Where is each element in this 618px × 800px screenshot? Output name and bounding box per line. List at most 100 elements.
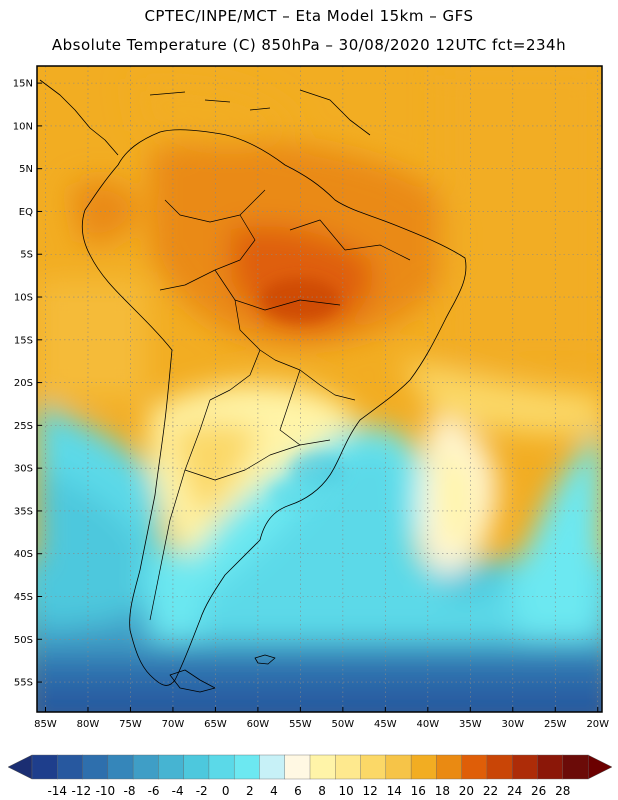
lat-label: 5S bbox=[20, 250, 33, 261]
colorbar-swatch bbox=[562, 754, 589, 780]
colorbar-swatch bbox=[461, 754, 488, 780]
lon-label: 80W bbox=[77, 719, 100, 730]
lat-label: 55S bbox=[14, 678, 33, 689]
lat-label: 10S bbox=[14, 293, 33, 304]
field-uruguay-cold bbox=[270, 479, 330, 511]
colorbar-label: 10 bbox=[338, 784, 353, 798]
lat-label: 45S bbox=[14, 592, 33, 603]
colorbar-label: 8 bbox=[318, 784, 326, 798]
colorbar-labels: -14 -12 -10 -8 -6 -4 -2 0 2 4 6 8 10 12 14 16 18 20 22 24 26… bbox=[47, 784, 570, 798]
lat-label: 15N bbox=[13, 79, 33, 90]
lon-label: 50W bbox=[332, 719, 355, 730]
lon-label: 55W bbox=[289, 719, 312, 730]
temperature-field bbox=[37, 66, 602, 712]
lon-label: 70W bbox=[162, 719, 185, 730]
colorbar-swatch bbox=[183, 754, 210, 780]
colorbar-label: 0 bbox=[222, 784, 230, 798]
south-america-coastline bbox=[81, 129, 467, 686]
lon-label: 75W bbox=[119, 719, 142, 730]
field-argentina-warm-spot bbox=[170, 422, 260, 520]
field-atlantic-warm-core bbox=[435, 440, 477, 554]
colorbar-label: -14 bbox=[47, 784, 67, 798]
map-title: CPTEC/INPE/MCT – Eta Model 15km – GFS bbox=[144, 7, 474, 25]
colorbar-label: -6 bbox=[148, 784, 160, 798]
colorbar-label: 14 bbox=[387, 784, 402, 798]
colorbar-label: -4 bbox=[172, 784, 184, 798]
colorbar-swatch bbox=[57, 754, 84, 780]
colorbar-swatch bbox=[132, 754, 159, 780]
lon-label: 65W bbox=[204, 719, 227, 730]
colorbar-swatch bbox=[233, 754, 260, 780]
latitude-axis: 15N 10N 5N EQ 5S 10S 15S 20S 25S 30S 35S 40S 45S 50S 5… bbox=[13, 79, 42, 689]
colorbar-swatches bbox=[31, 754, 589, 780]
field-pacific-cold bbox=[37, 470, 142, 630]
map-subtitle: Absolute Temperature (C) 850hPa – 30/08/… bbox=[51, 36, 567, 54]
lon-label: 45W bbox=[374, 719, 397, 730]
colorbar-label: -8 bbox=[123, 784, 135, 798]
coastlines bbox=[39, 79, 467, 693]
colorbar-swatch bbox=[410, 754, 437, 780]
lat-label: EQ bbox=[19, 207, 33, 218]
lat-label: 50S bbox=[14, 635, 33, 646]
colorbar-label: 2 bbox=[246, 784, 254, 798]
colorbar-swatch bbox=[360, 754, 387, 780]
colorbar-label: -2 bbox=[196, 784, 208, 798]
lon-label: 25W bbox=[544, 719, 567, 730]
map-frame bbox=[36, 65, 603, 713]
colorbar-swatch bbox=[82, 754, 109, 780]
colorbar-label: 16 bbox=[411, 784, 426, 798]
lon-label: 40W bbox=[417, 719, 440, 730]
colorbar-label: -10 bbox=[96, 784, 116, 798]
lat-label: 20S bbox=[14, 378, 33, 389]
colorbar-swatch bbox=[486, 754, 513, 780]
colorbar-swatch bbox=[511, 754, 538, 780]
lat-label: 35S bbox=[14, 506, 33, 517]
colorbar-swatch bbox=[107, 754, 134, 780]
colorbar-swatch bbox=[436, 754, 463, 780]
field-south-ocean-coldest bbox=[37, 690, 602, 712]
colorbar-label: 24 bbox=[507, 784, 522, 798]
colorbar-swatch bbox=[31, 754, 58, 780]
field-subtropical-band bbox=[400, 360, 602, 435]
colorbar-label: 4 bbox=[270, 784, 278, 798]
field-southern-brazil-cold bbox=[290, 452, 346, 488]
colorbar-label: 22 bbox=[483, 784, 498, 798]
colorbar-label: 20 bbox=[459, 784, 474, 798]
longitude-axis: 85W 80W 75W 70W 65W 60W 55W 50W 45W 40W 35W 30W 25W 2… bbox=[34, 707, 609, 730]
lon-label: 30W bbox=[501, 719, 524, 730]
colorbar-swatch bbox=[208, 754, 235, 780]
lon-label: 60W bbox=[247, 719, 270, 730]
lat-label: 30S bbox=[14, 464, 33, 475]
caribbean-islands bbox=[149, 89, 371, 136]
field-caribbean-warm bbox=[130, 77, 300, 145]
lon-label: 35W bbox=[459, 719, 482, 730]
colorbar-swatch bbox=[259, 754, 286, 780]
field-cold-core bbox=[200, 446, 520, 640]
lat-label: 25S bbox=[14, 421, 33, 432]
colorbar-label: 26 bbox=[531, 784, 546, 798]
colorbar-label: 28 bbox=[555, 784, 570, 798]
colorbar-swatch bbox=[158, 754, 185, 780]
colorbar-label: -12 bbox=[72, 784, 92, 798]
colorbar-swatch bbox=[309, 754, 336, 780]
lat-label: 10N bbox=[13, 121, 33, 132]
colorbar-swatch bbox=[335, 754, 362, 780]
colorbar-label: 12 bbox=[363, 784, 378, 798]
colorbar-label: 6 bbox=[294, 784, 302, 798]
falkland-islands bbox=[254, 654, 276, 665]
colorbar-over-arrow bbox=[587, 754, 613, 780]
colorbar: -14 -12 -10 -8 -6 -4 -2 0 2 4 6 8 10 12 14 16 18 20 22 24 26… bbox=[7, 754, 613, 798]
field-north-atlantic bbox=[440, 66, 602, 366]
central-america bbox=[39, 79, 119, 156]
colorbar-label: 18 bbox=[435, 784, 450, 798]
tierra-del-fuego bbox=[169, 669, 216, 693]
colorbar-swatch bbox=[385, 754, 412, 780]
lat-label: 40S bbox=[14, 549, 33, 560]
lat-label: 15S bbox=[14, 335, 33, 346]
country-borders bbox=[149, 189, 411, 621]
lat-label: 5N bbox=[19, 164, 33, 175]
colorbar-swatch bbox=[537, 754, 564, 780]
lon-label: 20W bbox=[586, 719, 609, 730]
colorbar-under-arrow bbox=[7, 754, 33, 780]
